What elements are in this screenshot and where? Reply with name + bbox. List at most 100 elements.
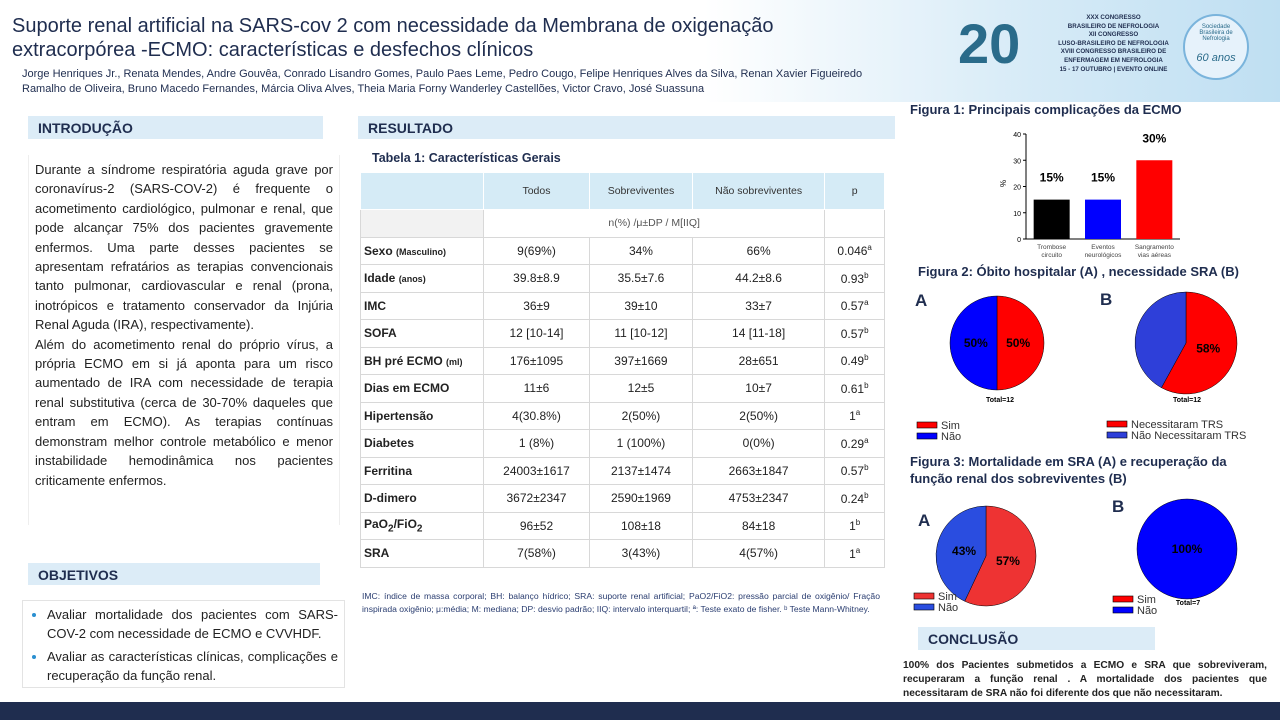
row-label: Dias em ECMO xyxy=(360,374,484,403)
row-label: SRA xyxy=(360,539,484,568)
paragraph: Além do acometimento renal do próprio ví… xyxy=(35,336,333,488)
y-tick-label: 30 xyxy=(1013,158,1021,165)
legend-swatch xyxy=(1112,606,1134,614)
label-part: Dias em ECMO xyxy=(364,381,450,396)
figure-title-box: Figura 2: Óbito hospitalar (A) , necessi… xyxy=(918,264,1239,279)
pie-slice xyxy=(949,295,998,391)
congress-line: XVIII CONGRESSO BRASILEIRO DE xyxy=(1060,48,1167,56)
section-heading: CONCLUSÃO xyxy=(918,627,1155,650)
section-heading: OBJETIVOS xyxy=(28,563,320,585)
cell: 4753±2347 xyxy=(691,484,826,513)
row-label: Sexo (Masculino) xyxy=(360,236,484,265)
p-value: 0.93 xyxy=(840,271,865,286)
p-superscript: b xyxy=(864,270,869,280)
header-cell: Sobreviventes xyxy=(588,172,693,210)
label-part: Idade xyxy=(364,271,396,286)
pie-slice xyxy=(935,505,987,602)
total-label: Total=12 xyxy=(986,397,1014,404)
y-axis-label: % xyxy=(999,180,1008,187)
p-value: 0.49 xyxy=(840,354,865,369)
header-cell xyxy=(360,172,484,210)
header-cell: p xyxy=(824,172,885,210)
cell: 2(50%) xyxy=(588,401,693,430)
table-caption: Tabela 1: Características Gerais xyxy=(372,151,561,165)
cell: 3(43%) xyxy=(588,539,693,568)
section-heading: INTRODUÇÃO xyxy=(28,116,323,139)
table-row: SOFA 12 [10-14] 11 [10-12] 14 [11-18] 0.57b xyxy=(360,319,885,348)
results-table: Todos Sobreviventes Não sobreviventes p n(%)… xyxy=(360,172,885,568)
cell: 4(30.8%) xyxy=(483,401,590,430)
label-part: Sexo xyxy=(364,243,393,258)
table-row: Ferritina 24003±1617 2137±1474 2663±1847 0.5… xyxy=(360,456,885,485)
total-label: Total=7 xyxy=(1176,600,1200,607)
p-value: 1 xyxy=(849,409,856,424)
p-cell: 0.24b xyxy=(824,484,885,513)
total-label: Total=12 xyxy=(1173,397,1201,404)
legend-label: Necessitaram TRS xyxy=(1131,419,1223,431)
cell: 33±7 xyxy=(691,291,826,320)
cell: 12 [10-14] xyxy=(483,319,590,348)
figure-title: Figura 3: Mortalidade em SRA (A) e recup… xyxy=(910,454,1227,486)
p-superscript: b xyxy=(864,325,869,335)
cell: 84±18 xyxy=(691,511,826,540)
figure-title-box: Figura 3: Mortalidade em SRA (A) e recup… xyxy=(910,454,1227,486)
footnote: IMC: índice de massa corporal; BH: balan… xyxy=(362,591,880,614)
label-part: Diabetes xyxy=(364,436,415,451)
y-tick-label: 10 xyxy=(1013,211,1021,218)
p-value: 0.57 xyxy=(840,326,865,341)
label-part: /FiO xyxy=(393,517,417,532)
units-row: n(%) /μ±DP / M[IIQ] xyxy=(360,209,885,238)
legend-swatch xyxy=(916,421,938,429)
paragraph: Durante a síndrome respiratória aguda gr… xyxy=(35,162,333,333)
y-tick-label: 40 xyxy=(1013,132,1021,139)
p-value: 0.57 xyxy=(840,299,865,314)
value-label: 15% xyxy=(1091,171,1115,185)
legend-swatch xyxy=(913,603,935,611)
p-cell: 1a xyxy=(824,401,885,430)
label-part: SRA xyxy=(364,546,390,561)
p-value: 1 xyxy=(849,546,856,561)
objective-item: Avaliar as características clínicas, com… xyxy=(47,647,338,685)
cell: 28±651 xyxy=(691,346,826,375)
objectives-list: Avaliar mortalidade dos pacientes com SA… xyxy=(29,605,338,685)
x-tick-label: neurológicos xyxy=(1085,252,1123,259)
society-logo: Sociedade Brasileira de Nefrologia 60 an… xyxy=(1183,14,1249,80)
x-tick-label: vias aéreas xyxy=(1138,252,1172,259)
cell: 9(69%) xyxy=(483,236,590,265)
cell: 397±1669 xyxy=(588,346,693,375)
objectives-box: Avaliar mortalidade dos pacientes com SA… xyxy=(22,600,345,688)
cell: 7(58%) xyxy=(483,539,590,568)
p-value: 0.61 xyxy=(840,381,865,396)
p-superscript: a xyxy=(867,243,872,253)
label-part: (Masculino) xyxy=(396,246,447,257)
cell: 2137±1474 xyxy=(588,456,693,485)
legend-label: Não xyxy=(1137,605,1157,617)
x-tick-label: Trombose xyxy=(1037,244,1066,251)
congress-text: XXX CONGRESSO BRASILEIRO DE NEFROLOGIA XII… xyxy=(1056,14,1171,74)
y-tick-label: 20 xyxy=(1013,185,1021,192)
legend-swatch xyxy=(913,592,935,600)
cell xyxy=(360,209,484,238)
pie-slice xyxy=(996,295,1045,391)
congress-line: XII CONGRESSO xyxy=(1088,31,1139,39)
congress-line: ENFERMAGEM EM NEFROLOGIA xyxy=(1064,56,1163,64)
p-superscript: a xyxy=(855,545,861,555)
congress-line: LUSO-BRASILEIRO DE NEFROLOGIA xyxy=(1058,39,1169,47)
panel-letter: B xyxy=(1112,497,1124,516)
slice-label: 100% xyxy=(1172,542,1203,556)
cell xyxy=(824,209,885,238)
title: Suporte renal artificial na SARS-cov 2 c… xyxy=(12,15,774,61)
conclusion-text: 100% dos Pacientes submetidos a ECMO e S… xyxy=(903,660,1267,699)
legend-label: Não xyxy=(941,431,961,443)
p-superscript: a xyxy=(864,435,869,445)
legend-swatch xyxy=(1106,431,1128,439)
cell: 2590±1969 xyxy=(588,484,693,513)
label-part: BH pré ECMO xyxy=(364,353,443,368)
intro-text: Durante a síndrome respiratória aguda gr… xyxy=(28,155,340,525)
p-superscript: a xyxy=(855,408,861,418)
congress-line: XXX CONGRESSO xyxy=(1086,14,1141,21)
panel-letter: A xyxy=(915,291,927,310)
figure-title: Figura 2: Óbito hospitalar (A) , necessi… xyxy=(918,264,1239,279)
pie-slice xyxy=(1136,498,1238,600)
